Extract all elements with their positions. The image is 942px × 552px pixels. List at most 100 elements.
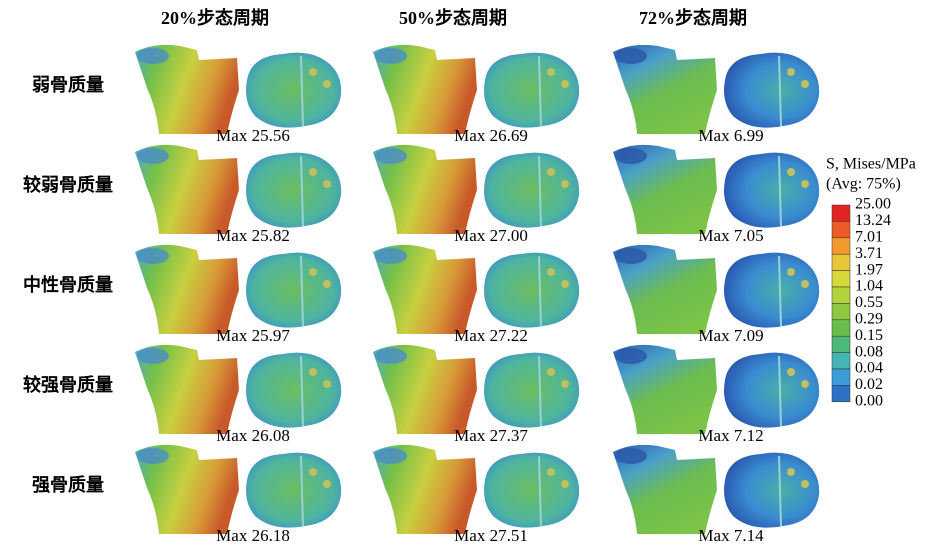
low-stress-patch [137,448,169,464]
plateau-view [724,253,819,328]
peg-hole [801,480,809,488]
max-label: Max 27.00 [454,226,528,245]
low-stress-patch [615,48,647,64]
fe-result [373,245,579,334]
fe-result [613,45,819,134]
legend-label: 1.97 [855,261,883,278]
peg-hole [787,368,795,376]
peg-hole [547,268,555,276]
peg-hole [561,480,569,488]
low-stress-patch [137,148,169,164]
fe-result [135,445,341,534]
plateau-view [484,353,579,428]
peg-hole [547,68,555,76]
fe-result [373,445,579,534]
legend-label: 7.01 [855,228,883,245]
legend-label: 0.29 [855,310,883,327]
legend-label: 25.00 [855,196,891,213]
peg-hole [323,380,331,388]
peg-hole [561,380,569,388]
peg-hole [323,280,331,288]
legend-color [832,336,850,352]
plateau [246,453,341,528]
max-label: Max 27.22 [454,326,528,345]
row-label: 强骨质量 [32,474,104,495]
plateau-view [246,253,341,328]
peg-hole [323,180,331,188]
row-label: 较强骨质量 [23,374,113,395]
max-label: Max 7.14 [698,526,764,545]
peg-hole [547,368,555,376]
peg-hole [309,368,317,376]
peg-hole [561,180,569,188]
peg-hole [309,68,317,76]
plateau [246,353,341,428]
max-label: Max 25.82 [216,226,290,245]
peg-hole [787,68,795,76]
peg-hole [323,480,331,488]
peg-hole [309,168,317,176]
plateau-view [246,453,341,528]
plateau-view [724,453,819,528]
fe-result [613,245,819,334]
plateau-view [484,453,579,528]
low-stress-patch [615,248,647,264]
peg-hole [323,80,331,88]
peg-hole [801,380,809,388]
legend-color [832,320,850,336]
legend-label: 0.04 [855,360,883,377]
fe-result [373,45,579,134]
plateau-view [246,353,341,428]
plateau [484,153,579,228]
max-label: Max 6.99 [698,126,763,145]
plateau [724,453,819,528]
plateau [484,353,579,428]
max-label: Max 27.37 [454,426,528,445]
plateau [724,53,819,128]
legend-label: 3.71 [855,245,883,262]
fe-result [613,345,819,434]
max-label: Max 27.51 [454,526,528,545]
fe-result [373,145,579,234]
fe-result [135,145,341,234]
peg-hole [309,468,317,476]
low-stress-patch [375,248,407,264]
legend-label: 0.15 [855,327,883,344]
legend-color [832,254,850,270]
low-stress-patch [375,448,407,464]
legend-color [832,353,850,369]
row-label: 中性骨质量 [23,274,113,295]
low-stress-patch [137,348,169,364]
legend-label: 0.00 [855,392,883,409]
plateau [724,353,819,428]
peg-hole [547,168,555,176]
peg-hole [787,468,795,476]
max-label: Max 26.08 [216,426,290,445]
column-header: 20%步态周期 [161,7,269,28]
peg-hole [561,80,569,88]
peg-hole [801,280,809,288]
max-label: Max 25.56 [216,126,290,145]
plateau [246,153,341,228]
max-label: Max 26.69 [454,126,528,145]
row-label: 弱骨质量 [32,74,104,95]
plateau [484,453,579,528]
fe-result [613,145,819,234]
plateau [246,253,341,328]
max-label: Max 25.97 [216,326,290,345]
fe-result [373,345,579,434]
figure: 20%步态周期50%步态周期72%步态周期弱骨质量Max 25.56Max 26… [0,0,942,547]
low-stress-patch [137,48,169,64]
low-stress-patch [375,148,407,164]
plateau-view [246,53,341,128]
plateau [724,253,819,328]
legend-label: 0.02 [855,376,883,393]
legend-title: S, Mises/MPa [826,156,916,173]
legend-color [832,303,850,319]
plateau-view [724,53,819,128]
fe-result [613,445,819,534]
plateau [724,153,819,228]
column-header: 72%步态周期 [639,7,747,28]
legend-color [832,369,850,385]
peg-hole [309,268,317,276]
